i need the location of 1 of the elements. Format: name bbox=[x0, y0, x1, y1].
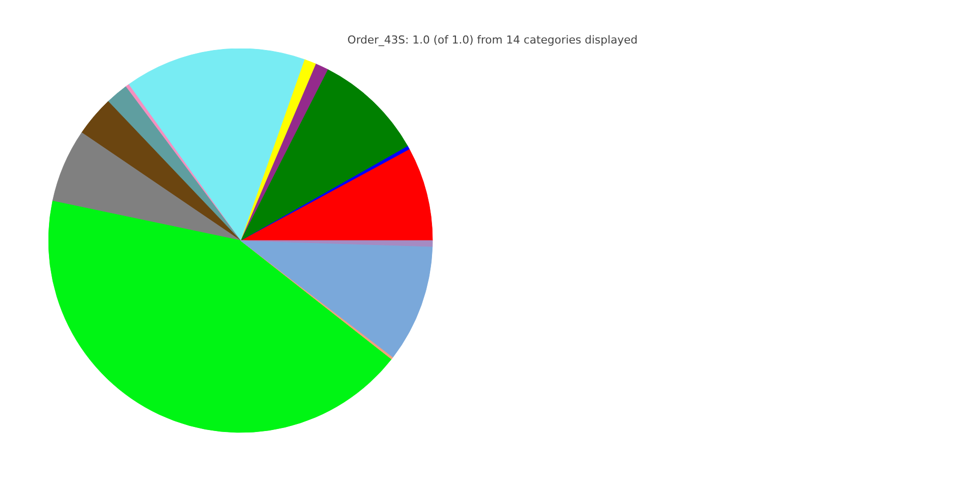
text: Order_43S: 1.0 (of 1.0) from 14 categories displayed bbox=[347, 34, 638, 46]
